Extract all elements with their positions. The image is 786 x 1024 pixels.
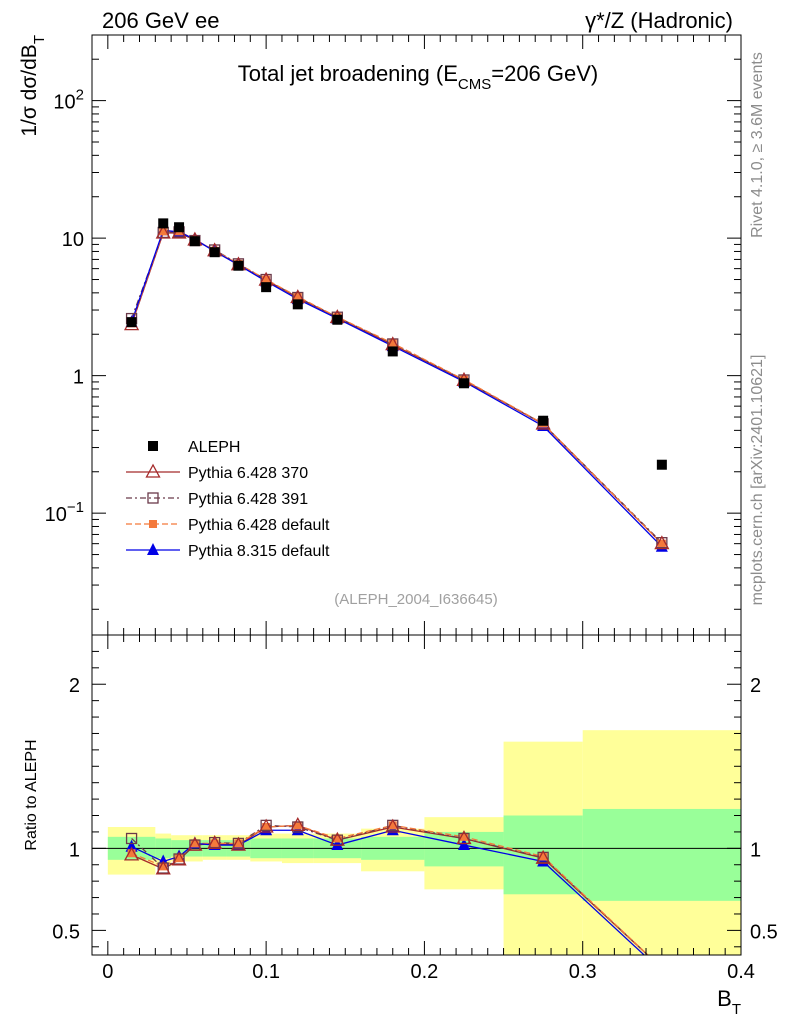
legend-label: Pythia 8.315 default	[188, 543, 330, 560]
point-pythia-6-428-default	[293, 292, 302, 301]
legend-label: ALEPH	[188, 439, 240, 456]
point-aleph	[292, 299, 303, 310]
main-y-tick-label: 10	[62, 229, 84, 251]
legend-item-pythia-8-315-default: Pythia 8.315 default	[126, 543, 330, 560]
ratio-point-pythia-6-428-370	[171, 851, 187, 866]
point-pythia-6-428-default	[159, 227, 168, 236]
ratio-plot-panel: 0.5 0.5 1 1 2 2 0 0.1 0.2 0.3 0.4 Ratio to ALEPH B…	[23, 634, 778, 1018]
ratio-point-pythia-6-428-370	[456, 830, 472, 845]
point-aleph	[458, 378, 469, 389]
rivet-version-label: Rivet 4.1.0, ≥ 3.6M events	[749, 52, 766, 238]
point-aleph	[174, 222, 185, 233]
legend-marker	[147, 543, 159, 555]
ratio-point-pythia-8-315-default	[125, 839, 138, 852]
ratio-y-tick-label: 0.5	[52, 921, 80, 943]
ratio-y-tick-label-right: 1	[750, 839, 761, 861]
point-pythia-6-428-370	[654, 535, 670, 550]
main-y-axis-label: 1/σ dσ/dBT	[18, 35, 48, 137]
ratio-point-pythia-6-428-default	[539, 852, 548, 861]
ratio-point-pythia-6-428-default	[127, 849, 136, 858]
x-tick-label: 0	[102, 961, 113, 983]
ratio-point-pythia-6-428-default	[159, 862, 168, 871]
legend-item-pythia-6-428-391: Pythia 6.428 391	[126, 491, 308, 508]
ratio-tick-labels: 0.5 0.5 1 1 2 2 0 0.1 0.2 0.3 0.4	[52, 675, 778, 983]
legend-item-pythia-6-428-default: Pythia 6.428 default	[126, 517, 330, 534]
point-pythia-6-428-default	[388, 339, 397, 348]
legend-item-aleph: ALEPH	[148, 439, 240, 456]
ratio-point-pythia-8-315-default	[331, 838, 344, 851]
point-pythia-6-428-default	[262, 275, 271, 284]
ratio-axis-ticks	[92, 635, 742, 955]
main-y-tick-label: 1	[73, 367, 84, 389]
ratio-point-pythia-6-428-370	[258, 818, 274, 833]
legend-label: Pythia 6.428 391	[188, 491, 308, 508]
point-aleph	[656, 459, 667, 470]
ratio-point-pythia-6-428-370	[123, 846, 140, 861]
ratio-point-pythia-6-428-370	[207, 835, 223, 850]
ratio-point-pythia-6-428-default	[293, 821, 302, 830]
x-tick-label: 0.3	[569, 961, 597, 983]
main-title: Total jet broadening (ECMS=206 GeV)	[238, 61, 599, 93]
ratio-plot-frame	[91, 634, 742, 956]
ratio-y-tick-label: 1	[69, 839, 80, 861]
point-aleph	[261, 282, 272, 293]
x-axis-label: BT	[717, 986, 741, 1018]
ratio-y-axis-label: Ratio to ALEPH	[23, 739, 40, 850]
ratio-point-pythia-6-428-370	[230, 836, 247, 851]
main-series-group	[123, 218, 670, 552]
mcplots-label: mcplots.cern.ch [arXiv:2401.10621]	[749, 355, 766, 606]
ratio-y-tick-label-right: 2	[750, 675, 761, 697]
ratio-point-pythia-6-428-370	[290, 816, 306, 832]
point-aleph	[233, 260, 244, 271]
point-aleph	[189, 236, 200, 247]
point-pythia-6-428-370	[155, 224, 171, 239]
point-aleph	[209, 247, 220, 258]
ratio-point-pythia-6-428-370	[187, 836, 203, 851]
main-axis-ticks	[92, 34, 742, 635]
ratio-point-pythia-6-428-391	[125, 832, 138, 845]
ratio-point-pythia-6-428-default	[190, 839, 199, 848]
point-aleph	[538, 415, 549, 426]
ratio-point-pythia-6-428-default	[262, 823, 271, 831]
ratio-uncertainty-bands	[107, 730, 741, 955]
legend-marker	[145, 463, 161, 478]
ratio-point-pythia-6-428-default	[210, 839, 219, 848]
ratio-point-pythia-6-428-370	[385, 818, 401, 833]
uncertainty-band-inner	[582, 808, 741, 901]
legend: ALEPH Pythia 6.428 370 Pythia 6.428 391 Pyt…	[126, 439, 330, 560]
header-right: γ*/Z (Hadronic)	[585, 8, 733, 33]
ratio-point-pythia-6-428-default	[388, 821, 397, 830]
legend-label: Pythia 6.428 default	[188, 517, 330, 534]
ratio-y-tick-label-right: 0.5	[750, 921, 778, 943]
point-aleph	[126, 317, 137, 328]
point-pythia-6-428-default	[657, 539, 666, 548]
legend-marker	[149, 520, 157, 528]
legend-label: Pythia 6.428 370	[188, 465, 308, 482]
analysis-tag: (ALEPH_2004_I636645)	[334, 591, 497, 608]
point-aleph	[158, 218, 169, 229]
point-aleph	[387, 346, 398, 357]
point-aleph	[332, 314, 343, 325]
ratio-y-tick-label: 2	[69, 675, 80, 697]
x-tick-label: 0.4	[727, 961, 755, 983]
x-tick-label: 0.1	[252, 961, 280, 983]
legend-item-pythia-6-428-370: Pythia 6.428 370	[126, 463, 308, 482]
ratio-point-pythia-6-428-370	[329, 831, 345, 846]
ratio-point-pythia-6-428-default	[333, 834, 342, 843]
main-y-tick-label: 10−1	[45, 499, 84, 526]
ratio-point-pythia-6-428-default	[459, 832, 468, 841]
main-plot-panel: Total jet broadening (ECMS=206 GeV) 1/σ …	[18, 34, 742, 636]
ratio-point-pythia-6-428-370	[535, 849, 551, 864]
ratio-point-pythia-6-428-default	[175, 854, 184, 863]
x-tick-label: 0.2	[411, 961, 439, 983]
ratio-point-pythia-6-428-370	[155, 860, 171, 875]
legend-marker	[148, 441, 158, 451]
header-left: 206 GeV ee	[102, 8, 219, 33]
main-y-tick-labels: 10−1 1 10 102	[45, 87, 84, 527]
ratio-series-group	[123, 816, 649, 955]
main-y-tick-label: 102	[53, 87, 84, 114]
ratio-point-pythia-6-428-default	[234, 839, 243, 848]
legend-marker	[147, 492, 159, 504]
